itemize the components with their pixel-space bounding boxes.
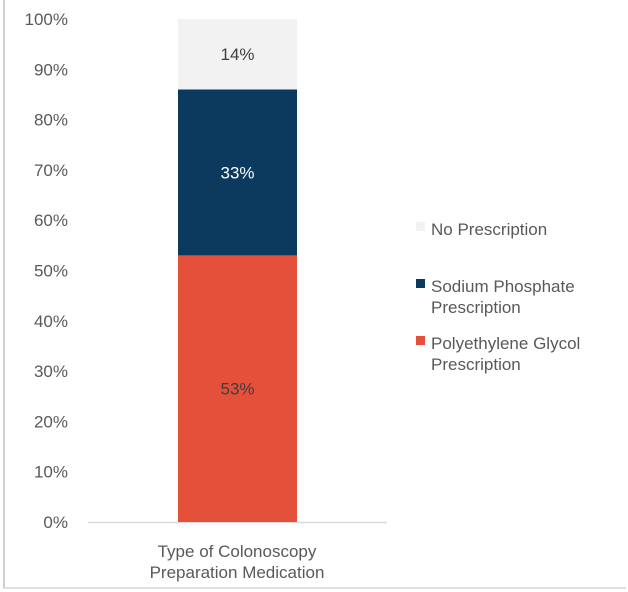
y-tick-label: 40% <box>34 312 68 331</box>
legend-label: Polyethylene Glycol <box>431 334 580 353</box>
y-tick-label: 0% <box>43 513 68 532</box>
chart-frame <box>3 0 626 589</box>
legend-swatch <box>416 336 425 345</box>
y-tick-label: 30% <box>34 362 68 381</box>
legend-swatch <box>416 279 425 288</box>
legend-label: Prescription <box>431 355 521 374</box>
y-tick-label: 50% <box>34 262 68 281</box>
legend-swatch <box>416 222 425 231</box>
bar-segment <box>178 19 297 90</box>
y-tick-label: 100% <box>25 10 68 29</box>
data-label: 33% <box>220 163 254 182</box>
legend-label: Sodium Phosphate <box>431 277 575 296</box>
y-tick-label: 70% <box>34 161 68 180</box>
data-label: 53% <box>220 380 254 399</box>
y-tick-label: 20% <box>34 412 68 431</box>
y-tick-label: 90% <box>34 60 68 79</box>
legend-label: Prescription <box>431 298 521 317</box>
y-tick-label: 60% <box>34 211 68 230</box>
x-category-label: Preparation Medication <box>150 563 325 582</box>
legend-label: No Prescription <box>431 220 547 239</box>
y-tick-label: 10% <box>34 463 68 482</box>
x-category-label: Type of Colonoscopy <box>158 542 317 561</box>
bar-segment <box>178 89 297 256</box>
data-label: 14% <box>220 45 254 64</box>
y-tick-label: 80% <box>34 111 68 130</box>
bar-segment <box>178 255 297 522</box>
